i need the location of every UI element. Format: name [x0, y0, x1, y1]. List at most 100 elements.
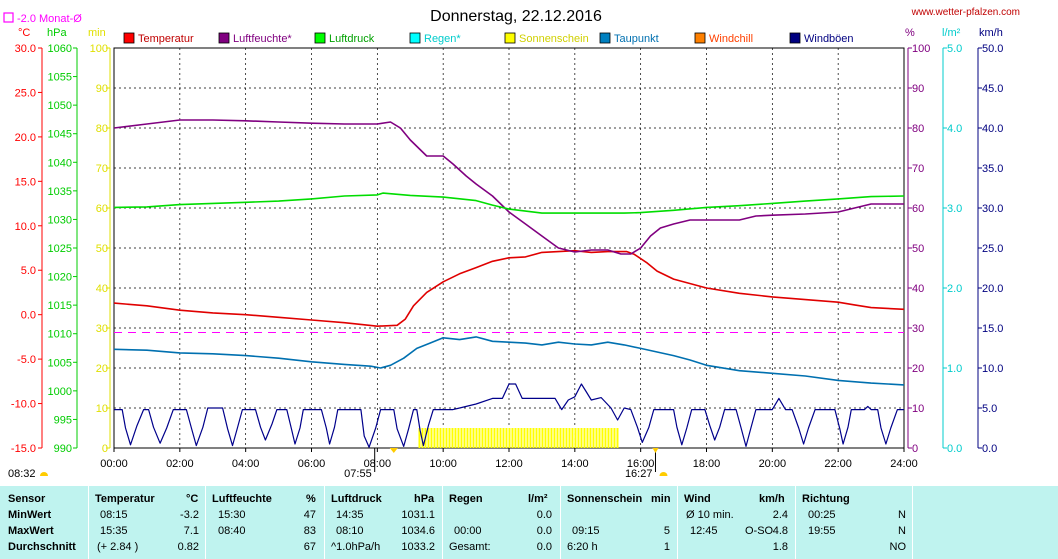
sunshine-bar	[496, 428, 499, 448]
unit-rain: l/m²	[942, 27, 961, 39]
sunshine-bar	[421, 428, 424, 448]
tick-label-humidity: 50	[912, 243, 924, 255]
sunshine-unit: min	[651, 493, 671, 505]
sunrise-icon	[40, 472, 48, 476]
temperature-max-value: 7.1	[183, 525, 199, 537]
sunshine-bar	[451, 428, 454, 448]
sunshine-bar	[595, 428, 598, 448]
tick-label-wind: 50.0	[982, 43, 1003, 55]
direction-min-time: 00:25	[808, 509, 836, 521]
sunshine-bar	[463, 428, 466, 448]
unit-temperature: °C	[18, 27, 30, 39]
humidity-avg-value: 67	[303, 541, 316, 553]
summary-table: Sensor MinWert MaxWert Durchschnitt Temp…	[0, 486, 1058, 559]
sunshine-bar	[466, 428, 469, 448]
direction-min-value: N	[898, 509, 906, 521]
rain-min-value: 0.0	[536, 509, 552, 521]
rain-max-value: 0.0	[536, 525, 552, 537]
sunset-pointer-icon	[652, 448, 659, 453]
wind-max-time: 12:45	[690, 525, 718, 537]
tick-label-humidity: 20	[912, 363, 924, 375]
row-label-max: MaxWert	[8, 525, 54, 537]
x-tick-label: 04:00	[232, 458, 260, 470]
sunshine-bar	[562, 428, 565, 448]
tick-label-pressure: 1055	[48, 72, 72, 84]
direction-max-value: N	[898, 525, 906, 537]
tick-label-wind: 15.0	[982, 323, 1003, 335]
sunshine-bar	[526, 428, 529, 448]
tick-label-rain: 0.0	[947, 443, 962, 455]
sunshine-bar	[601, 428, 604, 448]
sunshine-bar	[553, 428, 556, 448]
tick-label-pressure: 1005	[48, 357, 72, 369]
tick-label-temperature: 25.0	[15, 87, 36, 99]
series-line-luftfeuchte	[113, 119, 904, 255]
tick-label-humidity: 0	[912, 443, 918, 455]
sunshine-bar	[544, 428, 547, 448]
sunshine-bar	[430, 428, 433, 448]
row-label-avg: Durchschnitt	[8, 541, 76, 553]
sunshine-bar	[604, 428, 607, 448]
series-line-temperatur	[113, 249, 905, 328]
sunshine-bar	[532, 428, 535, 448]
weather-chart: -2.0 Monat-Ø Donnerstag, 22.12.2016 www.…	[3, 7, 1020, 480]
tick-label-sunshine: 100	[90, 43, 108, 55]
tick-label-pressure: 995	[54, 414, 72, 426]
tick-label-wind: 30.0	[982, 203, 1003, 215]
tick-label-temperature: -15.0	[11, 443, 36, 455]
pressure-header: Luftdruck	[331, 493, 382, 505]
humidity-unit: %	[306, 493, 316, 505]
legend-label: Luftdruck	[329, 33, 375, 45]
sunshine-bar	[433, 428, 436, 448]
pressure-max-value: 1034.6	[401, 525, 435, 537]
row-label-min: MinWert	[8, 509, 52, 521]
sunshine-bar	[610, 428, 613, 448]
sunshine-bar	[538, 428, 541, 448]
pressure-avg-value: 1033.2	[401, 541, 435, 553]
humidity-min-time: 15:30	[218, 509, 246, 521]
tick-label-temperature: 5.0	[21, 265, 36, 277]
tick-label-pressure: 1060	[48, 43, 72, 55]
sunshine-bar	[505, 428, 508, 448]
tick-label-humidity: 10	[912, 403, 924, 415]
sunshine-header: Sonnenschein	[567, 493, 643, 505]
legend-swatch	[504, 32, 516, 44]
axes: 30.0 25.0 20.0 15.0 10.0 5.0 0.0 -5.0 -10.0 -15.0…	[11, 43, 1004, 470]
x-tick-label: 22:00	[824, 458, 852, 470]
sunshine-bar	[559, 428, 562, 448]
sunshine-bar	[439, 428, 442, 448]
x-tick-label: 24:00	[890, 458, 918, 470]
pressure-unit: hPa	[414, 493, 435, 505]
unit-humidity: %	[905, 27, 915, 39]
wind-avg-value: 1.8	[772, 541, 788, 553]
website-link[interactable]: www.wetter-pfalzen.com	[911, 7, 1020, 18]
temperature-min-time: 08:15	[100, 509, 128, 521]
tick-label-pressure: 1020	[48, 272, 72, 284]
legend-swatch	[789, 32, 801, 44]
tick-label-rain: 4.0	[947, 123, 962, 135]
sunshine-bar	[550, 428, 553, 448]
tick-label-pressure: 1000	[48, 386, 72, 398]
sunshine-bar	[580, 428, 583, 448]
monthly-avg-legend-icon	[3, 12, 14, 23]
sunshine-bar	[556, 428, 559, 448]
tick-label-rain: 2.0	[947, 283, 962, 295]
rain-total-value: 0.0	[536, 541, 552, 553]
sunshine-bar	[574, 428, 577, 448]
legend-swatch	[694, 32, 706, 44]
humidity-max-time: 08:40	[218, 525, 246, 537]
sunshine-bar	[457, 428, 460, 448]
humidity-max-value: 83	[303, 525, 316, 537]
tick-label-wind: 20.0	[982, 283, 1003, 295]
sunshine-bar	[535, 428, 538, 448]
column-divider	[677, 486, 678, 559]
tick-label-temperature: -10.0	[11, 399, 36, 411]
series-line-luftdruck	[113, 192, 905, 214]
wind-header: Wind	[684, 493, 711, 505]
tick-label-rain: 5.0	[947, 43, 962, 55]
x-tick-label: 06:00	[298, 458, 326, 470]
tick-label-rain: 1.0	[947, 363, 962, 375]
unit-wind: km/h	[979, 27, 1003, 39]
rain-total-label: Gesamt:	[449, 541, 491, 553]
wind-max-direction: O-SO	[745, 525, 774, 537]
